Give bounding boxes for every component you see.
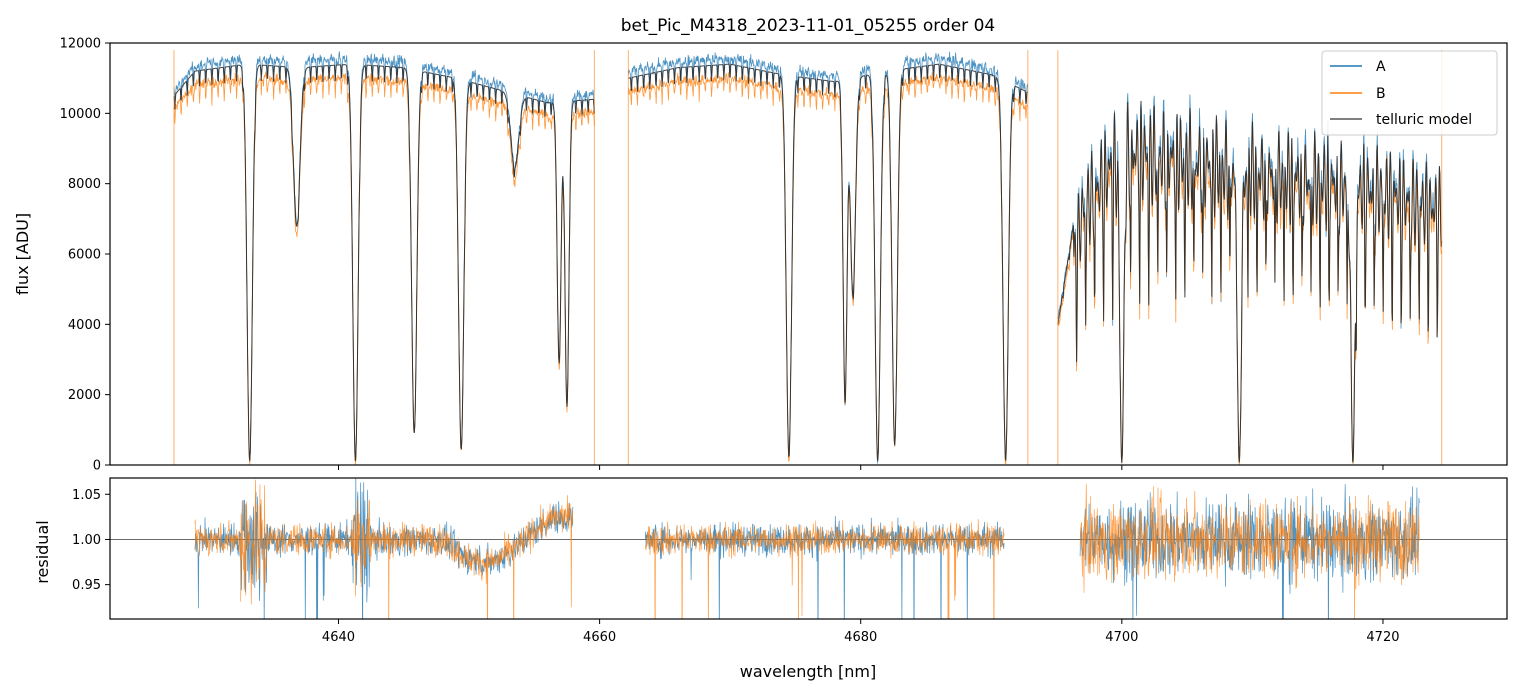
legend-label-a: A — [1376, 59, 1386, 75]
chart-title: bet_Pic_M4318_2023-11-01_05255 order 04 — [621, 16, 995, 36]
top-ytick-label-6000: 6000 — [68, 248, 101, 263]
bottom-ylabel: residual — [33, 520, 52, 583]
residual-series-a-line — [194, 478, 1420, 619]
bottom-xtick-label-4680: 4680 — [844, 630, 877, 645]
residual-series-b-line — [194, 479, 1420, 619]
top-ytick-label-10000: 10000 — [60, 107, 101, 122]
legend-frame — [1321, 50, 1498, 136]
bottom-xlabel: wavelength [nm] — [740, 662, 877, 681]
legend-label-b: B — [1376, 86, 1386, 102]
bottom-ytick-label-0: 0.95 — [72, 578, 101, 593]
top-ylabel: flux [ADU] — [13, 213, 32, 295]
bottom-ytick-label-2: 1.05 — [72, 488, 101, 503]
telluric-model-line — [173, 63, 1443, 464]
legend: A B telluric model — [1321, 50, 1498, 136]
series-a-line — [173, 51, 1443, 465]
top-ytick-label-4000: 4000 — [68, 318, 101, 333]
bottom-plot-frame — [109, 477, 1508, 620]
top-ytick-label-2000: 2000 — [68, 388, 101, 403]
bottom-ytick-label-1: 1.00 — [72, 533, 101, 548]
top-ytick-label-12000: 12000 — [60, 37, 101, 52]
top-panel: 0 2000 4000 6000 8000 10000 12000 flux [ADU] — [13, 37, 1508, 474]
top-ytick-label-8000: 8000 — [68, 177, 101, 192]
bottom-panel: 0.95 1.00 1.05 4640 4660 4680 4700 4720 residu… — [33, 477, 1508, 681]
bottom-xtick-label-4660: 4660 — [583, 630, 616, 645]
top-plot-frame — [109, 42, 1508, 466]
bottom-xtick-label-4700: 4700 — [1105, 630, 1138, 645]
legend-label-telluric: telluric model — [1376, 112, 1472, 128]
bottom-xtick-label-4720: 4720 — [1366, 630, 1399, 645]
bottom-xtick-label-4640: 4640 — [322, 630, 355, 645]
top-ytick-label-0: 0 — [93, 459, 101, 474]
